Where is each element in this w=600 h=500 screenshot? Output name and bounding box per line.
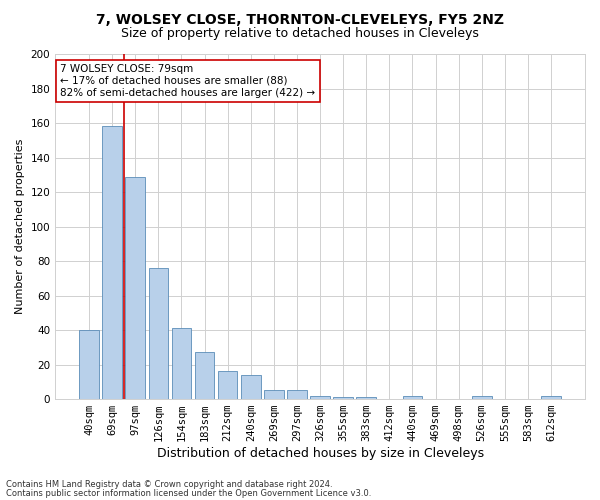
- Bar: [195, 352, 214, 399]
- Bar: [149, 268, 168, 399]
- Text: Contains HM Land Registry data © Crown copyright and database right 2024.: Contains HM Land Registry data © Crown c…: [6, 480, 332, 489]
- Y-axis label: Number of detached properties: Number of detached properties: [15, 139, 25, 314]
- Bar: [125, 176, 145, 399]
- Text: 7 WOLSEY CLOSE: 79sqm
← 17% of detached houses are smaller (88)
82% of semi-deta: 7 WOLSEY CLOSE: 79sqm ← 17% of detached …: [61, 64, 316, 98]
- Bar: [241, 375, 260, 399]
- Bar: [334, 398, 353, 399]
- Text: 7, WOLSEY CLOSE, THORNTON-CLEVELEYS, FY5 2NZ: 7, WOLSEY CLOSE, THORNTON-CLEVELEYS, FY5…: [96, 12, 504, 26]
- Bar: [541, 396, 561, 399]
- Bar: [310, 396, 330, 399]
- Bar: [356, 398, 376, 399]
- Bar: [218, 372, 238, 399]
- Bar: [79, 330, 99, 399]
- Bar: [172, 328, 191, 399]
- Bar: [103, 126, 122, 399]
- X-axis label: Distribution of detached houses by size in Cleveleys: Distribution of detached houses by size …: [157, 447, 484, 460]
- Text: Contains public sector information licensed under the Open Government Licence v3: Contains public sector information licen…: [6, 488, 371, 498]
- Bar: [472, 396, 491, 399]
- Bar: [264, 390, 284, 399]
- Bar: [287, 390, 307, 399]
- Text: Size of property relative to detached houses in Cleveleys: Size of property relative to detached ho…: [121, 28, 479, 40]
- Bar: [403, 396, 422, 399]
